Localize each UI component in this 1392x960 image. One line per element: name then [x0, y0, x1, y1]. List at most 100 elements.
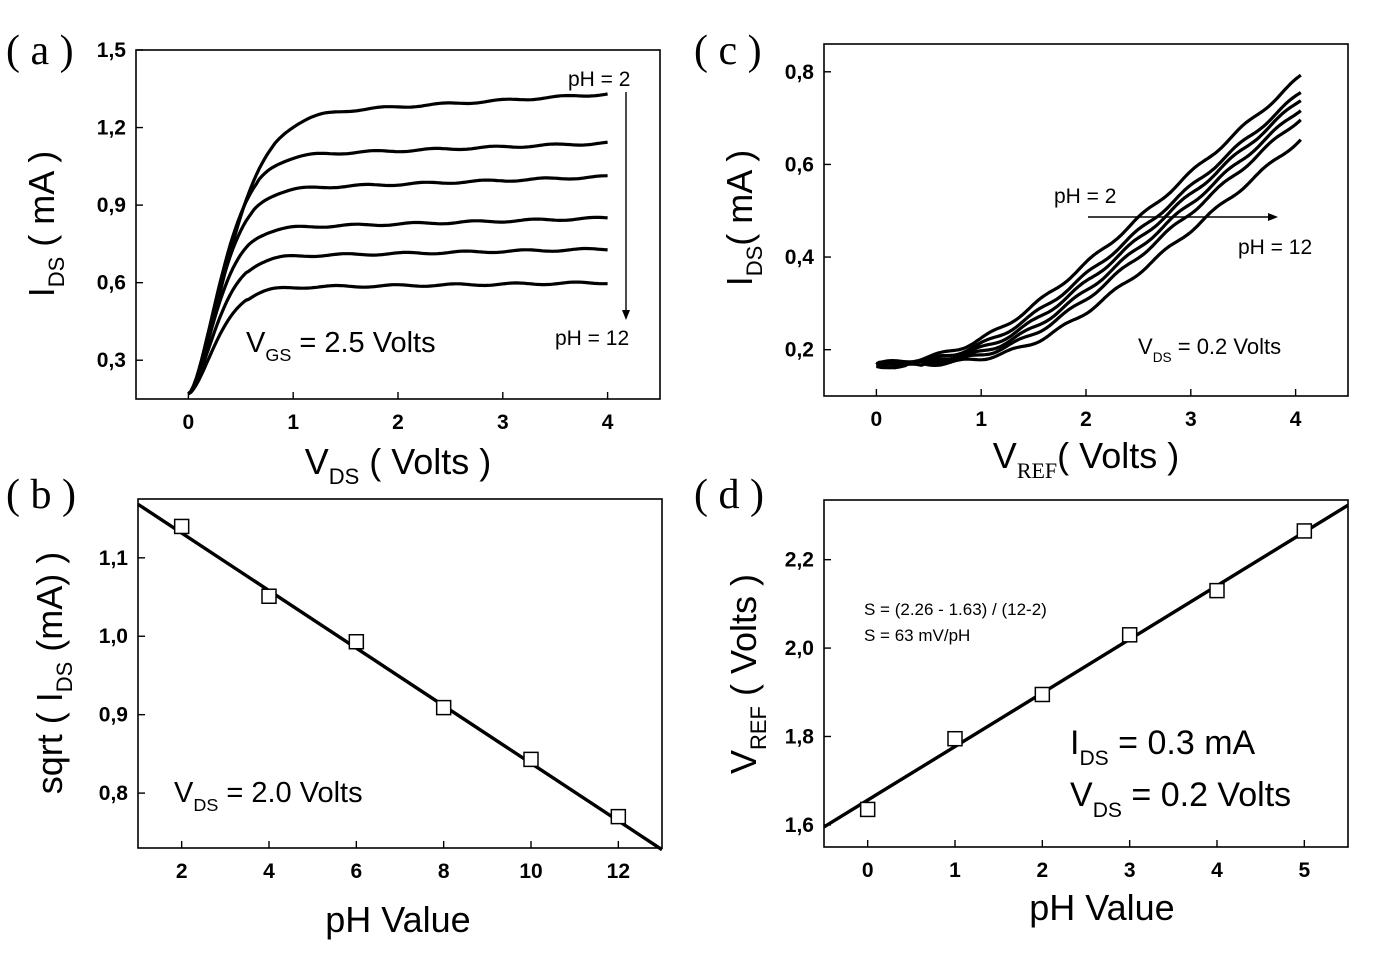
- iv-curve: [187, 246, 608, 396]
- data-point: [1034, 686, 1051, 703]
- transfer-curve: [876, 138, 1302, 370]
- x-tick-label: 0: [862, 859, 874, 882]
- x-tick-label: 4: [1290, 408, 1302, 431]
- y-tick-label: 1,5: [97, 39, 127, 62]
- x-tick-label: 12: [607, 860, 630, 883]
- x-tick-label: 2: [1080, 408, 1092, 431]
- y-tick-label: 0,6: [97, 272, 126, 295]
- x-tick-label: 4: [263, 860, 275, 883]
- x-tick-label: 2: [176, 860, 188, 883]
- panel-b-xlabel: pH Value: [325, 899, 470, 940]
- panel-b-y-ticks: 0,8 0,9 1,0 1,1: [99, 547, 145, 805]
- y-tick-label: 0,9: [97, 194, 126, 217]
- panel-c-condition: VDS = 0.2 Volts: [1138, 334, 1281, 365]
- x-tick-label: 0: [871, 408, 883, 431]
- panel-b-frame: [137, 498, 663, 849]
- y-tick-label: 1,2: [97, 117, 126, 140]
- panel-d: ( d ) 0 1 2 3 4 5 1,6 1,8 2,0 2,2 pH Value VREF …: [694, 472, 1349, 928]
- data-point: [610, 808, 627, 825]
- x-tick-label: 6: [350, 860, 362, 883]
- panel-d-ids: IDS = 0.3 mA: [1070, 724, 1256, 770]
- panel-d-formula-2: S = 63 mV/pH: [864, 626, 970, 645]
- panel-b: ( b ) 2 4 6 8 10 12 0,8 0,9 1,0 1,1 pH Value sqr…: [6, 472, 663, 940]
- panel-d-label: ( d ): [694, 472, 764, 518]
- panel-a-ylabel: IDS ( mA ): [21, 151, 69, 298]
- y-tick-label: 2,2: [785, 549, 814, 572]
- data-point: [348, 633, 365, 650]
- y-tick-label: 1,8: [785, 725, 815, 748]
- x-tick-label: 8: [438, 860, 450, 883]
- panel-a-y-ticks: 0,3 0,6 0,9 1,2 1,5: [97, 39, 143, 372]
- iv-curve: [187, 92, 608, 395]
- x-tick-label: 3: [497, 411, 509, 434]
- panel-d-fit: [823, 503, 1349, 829]
- panel-c-xlabel: VREF( Volts ): [993, 435, 1179, 483]
- x-tick-label: 1: [975, 408, 987, 431]
- x-tick-label: 5: [1298, 859, 1310, 882]
- panel-d-formula-1: S = (2.26 - 1.63) / (12-2): [864, 600, 1047, 619]
- panel-c-series: [875, 73, 1302, 370]
- data-point: [1209, 582, 1225, 599]
- panel-c-x-ticks: 0 1 2 3 4: [871, 389, 1302, 431]
- panel-a-label: ( a ): [6, 28, 74, 74]
- y-tick-label: 0,3: [97, 349, 126, 372]
- x-tick-label: 0: [183, 411, 195, 434]
- panel-a-xlabel: VDS ( Volts ): [305, 441, 492, 489]
- panel-a-ph-top: pH = 2: [568, 68, 630, 91]
- x-tick-label: 1: [287, 411, 299, 434]
- data-point: [435, 699, 452, 716]
- panel-d-vds: VDS = 0.2 Volts: [1070, 776, 1291, 822]
- x-tick-label: 3: [1185, 408, 1197, 431]
- panel-a-series: [187, 92, 608, 396]
- x-tick-label: 10: [519, 860, 542, 883]
- x-tick-label: 4: [1211, 859, 1223, 882]
- panel-c: ( c ) 0 1 2 3 4 0,2 0,4 0,6 0,8 VREF( Volts ) I…: [694, 28, 1349, 483]
- panel-c-y-ticks: 0,2 0,4 0,6 0,8: [785, 61, 831, 362]
- panel-d-frame: [823, 499, 1349, 848]
- data-point: [947, 730, 963, 747]
- transfer-curve: [875, 91, 1302, 366]
- panel-a-condition: VGS = 2.5 Volts: [246, 327, 436, 365]
- panel-b-points: [173, 518, 627, 825]
- y-tick-label: 0,6: [785, 153, 814, 176]
- transfer-curve: [875, 73, 1302, 366]
- iv-curve: [187, 174, 608, 395]
- y-tick-label: 2,0: [785, 637, 814, 660]
- panel-c-ph-right: pH = 12: [1238, 236, 1312, 259]
- iv-curve: [187, 215, 608, 395]
- panel-d-x-ticks: 0 1 2 3 4 5: [862, 840, 1310, 882]
- x-tick-label: 4: [602, 411, 614, 434]
- x-tick-label: 2: [392, 411, 404, 434]
- y-tick-label: 0,9: [99, 704, 128, 727]
- iv-curve: [187, 280, 608, 396]
- panel-a: ( a ) 0 1 2 3 4 0,3 0,6 0,9 1,2 1,5 VDS ( Volts …: [6, 28, 661, 489]
- panel-b-x-ticks: 2 4 6 8 10 12: [176, 841, 630, 883]
- x-tick-label: 1: [949, 859, 961, 882]
- panel-a-ph-bottom: pH = 12: [555, 327, 629, 350]
- panel-d-points: [859, 523, 1313, 818]
- panel-c-ylabel: IDS( mA ): [719, 150, 767, 287]
- x-tick-label: 2: [1036, 859, 1048, 882]
- panel-d-ylabel: VREF ( Volts ): [723, 574, 771, 774]
- data-point: [261, 588, 277, 604]
- iv-curve: [187, 140, 608, 395]
- panel-b-fit: [137, 502, 663, 852]
- y-tick-label: 0,2: [785, 339, 814, 362]
- transfer-curve: [876, 99, 1302, 367]
- data-point: [1296, 523, 1313, 539]
- panel-a-x-ticks: 0 1 2 3 4: [183, 392, 614, 434]
- x-tick-label: 3: [1124, 859, 1136, 882]
- y-tick-label: 1,1: [99, 547, 129, 570]
- y-tick-label: 0,8: [99, 782, 129, 805]
- panel-a-arrow: [622, 92, 630, 320]
- data-point: [173, 518, 190, 535]
- panel-b-label: ( b ): [6, 472, 76, 518]
- data-point: [1121, 627, 1138, 643]
- data-point: [523, 751, 539, 768]
- fit-line: [137, 502, 663, 852]
- panel-c-ph-left: pH = 2: [1054, 185, 1116, 208]
- y-tick-label: 0,8: [785, 61, 815, 84]
- panel-b-condition: VDS = 2.0 Volts: [174, 777, 363, 815]
- y-tick-label: 1,0: [99, 625, 128, 648]
